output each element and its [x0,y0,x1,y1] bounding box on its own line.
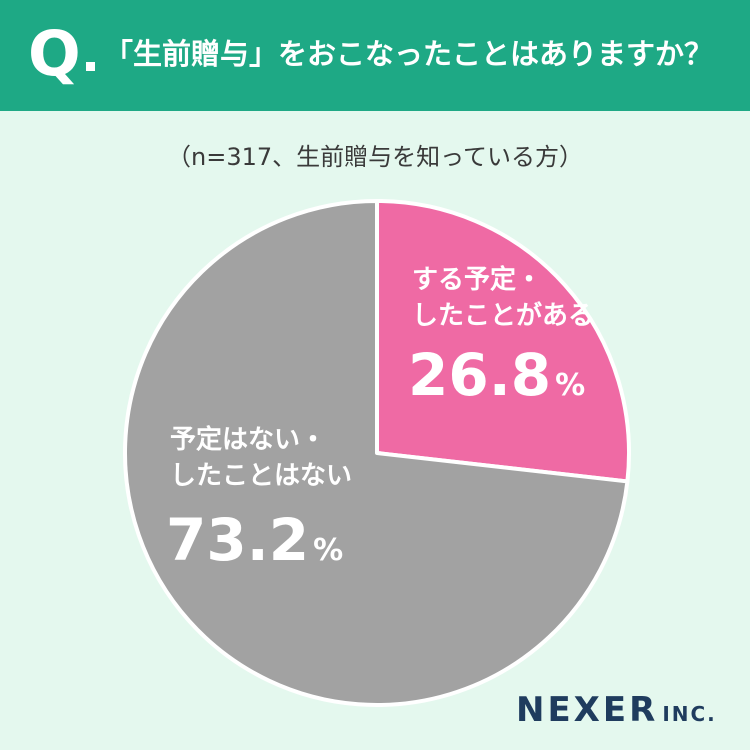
nexer-logo: NEXER INC. [516,690,717,736]
pie-slice-2 [123,199,630,707]
q-dot [86,62,95,71]
q-mark: Q [28,17,81,90]
brand-name: NEXER [516,690,659,730]
slice-2-label-line-1: 予定はない・ [170,424,326,455]
sample-note: （n=317、生前贈与を知っている方） [167,143,583,171]
pie-slice-1 [375,199,631,484]
slice-1-value: 26.8% [408,341,585,409]
slice-1-label-line-1: する予定・ [412,264,542,295]
slice-2-label-line-2: したことはない [170,461,352,491]
question-header: Q 「生前贈与」をおこなったことはありますか？ [0,0,750,111]
brand-suffix: INC. [662,702,717,726]
slice-2-unit: % [313,533,343,568]
slice-1-label-line-2: したことがある [412,300,594,331]
question-text: 「生前贈与」をおこなったことはありますか？ [104,37,714,71]
slice-1-unit: % [555,368,585,403]
